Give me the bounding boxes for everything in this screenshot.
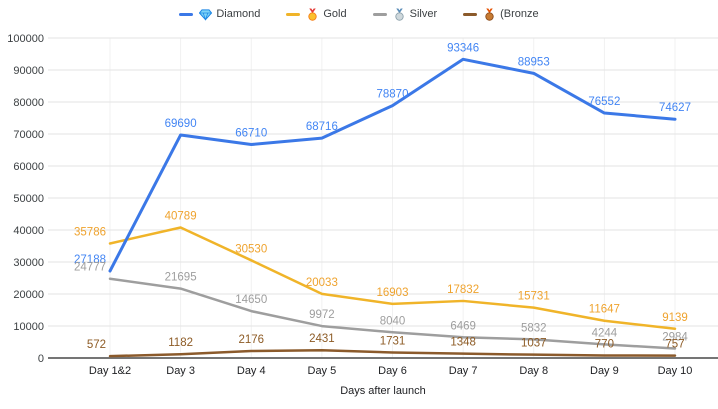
data-label-gold: 40789 [165, 210, 197, 222]
data-label-diamond: 76552 [588, 96, 620, 108]
y-axis-tick-label: 90000 [13, 65, 44, 77]
legend-item-gold: Gold [286, 7, 347, 21]
y-axis-tick-label: 10000 [13, 321, 44, 333]
legend-item-diamond: Diamond [179, 8, 260, 21]
legend-label: (Bronze [500, 8, 539, 20]
legend-item-silver: Silver [372, 7, 438, 21]
data-label-silver: 24777 [74, 262, 106, 274]
legend-color-swatch [179, 12, 194, 16]
legend-label: Diamond [216, 8, 261, 20]
chart-legend: Diamond Gold Silver (Bronze [0, 4, 718, 24]
data-label-diamond: 66710 [235, 128, 267, 140]
data-label-silver: 6469 [450, 320, 476, 332]
legend-label: Silver [409, 8, 438, 20]
y-axis-tick-label: 50000 [13, 193, 44, 205]
diamond-icon [199, 8, 213, 21]
data-label-bronze: 770 [595, 339, 614, 351]
silver-medal-icon [393, 7, 406, 21]
x-axis-tick-label: Day 7 [449, 365, 478, 377]
y-axis-tick-label: 60000 [13, 161, 44, 173]
data-label-bronze: 2176 [238, 334, 264, 346]
x-axis-tick-label: Day 8 [519, 365, 548, 377]
series-line-bronze [108, 348, 677, 358]
data-label-diamond: 93346 [447, 42, 479, 54]
data-label-bronze: 1182 [168, 337, 193, 349]
data-label-gold: 11647 [589, 304, 620, 316]
x-axis-tick-label: Day 6 [378, 365, 407, 377]
x-axis-tick-label: Day 4 [237, 365, 266, 377]
data-label-gold: 20033 [306, 277, 338, 289]
y-axis-tick-label: 40000 [13, 225, 44, 237]
data-label-gold: 30530 [235, 243, 267, 255]
legend-color-swatch [372, 12, 387, 16]
x-axis-tick-label: Day 9 [590, 365, 619, 377]
y-axis-tick-label: 0 [38, 353, 44, 365]
data-label-silver: 5832 [521, 322, 547, 334]
data-label-diamond: 69690 [165, 118, 197, 130]
series-line-gold [108, 226, 677, 331]
y-axis-tick-label: 70000 [13, 129, 44, 141]
x-axis-tick-label: Day 3 [166, 365, 195, 377]
data-label-diamond: 27188 [74, 254, 106, 266]
series-line-silver [108, 277, 677, 350]
data-label-silver: 8040 [380, 315, 406, 327]
data-label-diamond: 78870 [377, 89, 409, 101]
data-label-bronze: 757 [665, 339, 684, 351]
data-label-gold: 9139 [662, 312, 688, 324]
data-label-gold: 15731 [518, 291, 550, 303]
y-axis-tick-label: 20000 [13, 289, 44, 301]
legend-color-swatch [286, 12, 301, 16]
data-label-diamond: 74627 [659, 102, 691, 114]
legend-color-swatch [463, 12, 478, 16]
gold-medal-icon [306, 7, 319, 21]
data-label-silver: 14650 [235, 294, 267, 306]
data-label-gold: 17832 [447, 284, 479, 296]
series-line-diamond [108, 57, 677, 273]
legend-item-bronze: (Bronze [463, 7, 539, 21]
data-label-bronze: 2431 [309, 333, 335, 345]
data-label-gold: 35786 [74, 226, 106, 238]
data-label-bronze: 1731 [380, 335, 406, 347]
legend-label: Gold [323, 8, 347, 20]
data-label-diamond: 88953 [518, 56, 550, 68]
data-label-silver: 2984 [662, 331, 688, 343]
x-axis-tick-label: Day 10 [658, 365, 693, 377]
x-axis-tick-label: Day 5 [308, 365, 337, 377]
y-axis-tick-label: 100000 [7, 33, 44, 45]
y-axis-tick-label: 30000 [13, 257, 44, 269]
x-axis-title: Days after launch [340, 385, 426, 397]
y-axis-tick-label: 80000 [13, 97, 44, 109]
data-label-gold: 16903 [377, 287, 409, 299]
data-label-bronze: 1037 [521, 338, 547, 350]
bronze-medal-icon [483, 7, 496, 21]
data-label-bronze: 572 [87, 339, 106, 351]
data-label-bronze: 1348 [450, 337, 476, 349]
data-label-diamond: 68716 [306, 121, 338, 133]
data-label-silver: 4244 [592, 327, 618, 339]
data-label-silver: 21695 [165, 272, 197, 284]
data-label-silver: 9972 [309, 309, 335, 321]
x-axis-tick-label: Day 1&2 [89, 365, 131, 377]
